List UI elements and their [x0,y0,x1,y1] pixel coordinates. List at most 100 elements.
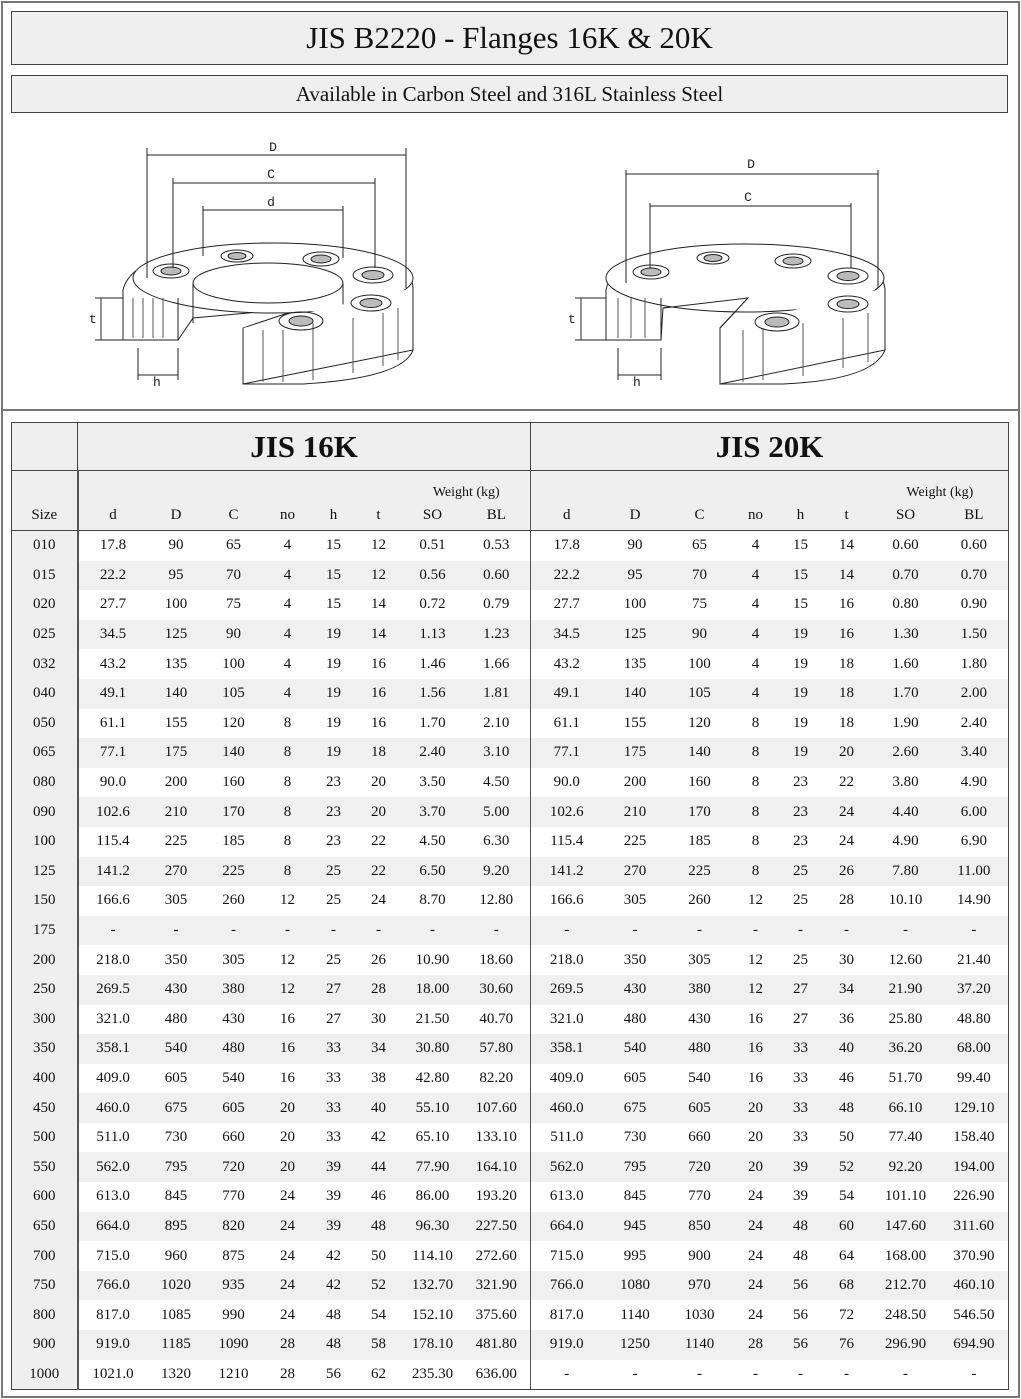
cell-k20-no: 8 [731,797,780,827]
cell-k16-D: 140 [147,678,205,709]
cell-k20-D: 305 [623,892,647,909]
cell-k20-h: 39 [793,1188,809,1205]
cell-k16-D: 960 [164,1247,188,1264]
cell-k20-C: 720 [667,1152,732,1183]
cell-k16-no: 28 [262,1359,313,1391]
cell-k16-D: 675 [147,1093,205,1123]
cell-k16-BL: 0.60 [462,560,531,591]
cell-k20-no: 24 [731,1270,780,1301]
cell-k16-D: 845 [164,1188,188,1205]
cell-k20-no: 12 [748,951,764,968]
cell-k16-no: 20 [262,1093,313,1123]
size-cell: 010 [11,530,79,561]
column-header-16k-t: t [354,501,403,531]
cell-k20-t: 46 [839,1069,855,1086]
cell-k16-h: 23 [326,833,341,850]
cell-k20-d: 664.0 [530,1211,603,1242]
cell-k20-D: 675 [602,1093,668,1123]
cell-k20-BL: 0.60 [939,530,1010,561]
cell-k16-C: 75 [226,596,241,613]
cell-k20-BL: 1.50 [939,619,1010,650]
cell-k16-d: 321.0 [96,1010,130,1027]
column-header-16k-C: C [204,501,263,531]
cell-k16-SO: 6.50 [402,856,463,887]
dim-label-D: D [269,140,277,155]
cell-k16-no: 4 [262,619,313,650]
size-cell: 015 [11,560,79,591]
cell-k20-t: - [821,1359,872,1391]
cell-k16-C: 305 [222,951,245,968]
cell-k16-SO: 21.50 [415,1010,450,1027]
cell-k16-h: 33 [326,1129,341,1146]
cell-k20-d: 43.2 [530,649,603,679]
cell-k20-d: 358.1 [530,1034,603,1064]
cell-k16-C: 140 [204,738,263,768]
cell-k20-BL: 4.90 [939,767,1010,798]
cell-k20-C: 660 [688,1129,711,1146]
cell-k16-SO: 96.30 [402,1211,463,1242]
blind-dim-label-C: C [744,190,752,205]
cell-k20-C: 160 [688,774,711,791]
cell-k16-h: 25 [326,951,341,968]
column-header-16k-SO: SO [402,501,463,531]
cell-k16-D: 305 [164,892,188,909]
cell-k16-no: 4 [262,678,313,709]
cell-k20-BL: 6.90 [939,826,1010,857]
cell-k16-no: 24 [280,1306,295,1323]
cell-k16-d: 22.2 [77,560,148,591]
cell-k16-h: 39 [312,1152,355,1183]
cell-k16-h: 56 [312,1359,355,1391]
cell-k20-no: 28 [731,1330,780,1360]
cell-k20-SO: 77.40 [888,1129,923,1146]
cell-k20-h: 56 [779,1270,822,1301]
cell-k16-d: 17.8 [99,537,127,554]
flange-dimensions-table: JIS 16K JIS 20K Weight (kg) Weight (kg) … [11,422,1010,1391]
cell-k16-D: 175 [147,738,205,768]
cell-k16-C: 185 [222,833,245,850]
size-cell: 040 [11,678,79,709]
cell-k16-d: 664.0 [77,1211,148,1242]
cell-k20-C: 605 [667,1093,732,1123]
cell-k16-t: 16 [354,678,403,709]
cell-k16-h: 19 [312,738,355,768]
cell-k20-h: 15 [793,596,809,613]
table-row: 040 49.1 140 105 4 19 16 1.56 1.81 49.1 140 105 4 19 1… [11,678,1010,709]
table-row: 020 27.7 100 75 4 15 14 0.72 0.79 27.7 100 75 4 15 16 0… [11,590,1010,620]
cell-k16-C: 660 [222,1129,245,1146]
cell-k20-t: 68 [821,1270,872,1301]
cell-k16-C: 70 [204,560,263,591]
cell-k20-C: 850 [667,1211,732,1242]
cell-k20-t: 18 [839,655,855,672]
cell-k16-d: 715.0 [96,1247,130,1264]
cell-k16-BL: 18.60 [479,951,514,968]
cell-k20-C: 900 [688,1247,711,1264]
cell-k16-h: 33 [312,1093,355,1123]
cell-k20-BL: 6.00 [939,797,1010,827]
cell-k20-D: 1250 [602,1330,668,1360]
cell-k20-no: 16 [748,1010,764,1027]
cell-k20-no: 4 [731,560,780,591]
cell-k20-BL: 2.00 [939,678,1010,709]
table-row: 200 218.0 350 305 12 25 26 10.90 18.60 218.0 350 30… [11,945,1010,975]
cell-k16-D: 730 [164,1129,188,1146]
cell-k20-d: 115.4 [530,826,603,857]
size-cell: 125 [11,856,79,887]
cell-k20-no: 24 [748,1306,764,1323]
column-header-20k-d: d [530,501,603,531]
cell-k16-no: 24 [280,1188,295,1205]
cell-k20-D: 200 [623,774,647,791]
cell-k20-C: 225 [667,856,732,887]
cell-k16-h: 42 [326,1247,341,1264]
cell-k16-SO: 235.30 [402,1359,463,1391]
cell-k16-BL: 9.20 [462,856,531,887]
cell-k16-D: 200 [164,774,188,791]
cell-k16-SO: 1.46 [419,655,446,672]
size-cell: 200 [11,945,79,975]
cell-k20-D: 995 [623,1247,647,1264]
cell-k16-BL: 6.30 [483,833,510,850]
cell-k20-t: 40 [821,1034,872,1064]
cell-k16-C: 1210 [204,1359,263,1391]
cell-k20-C: 1140 [667,1330,732,1360]
cell-k16-d: 613.0 [96,1188,130,1205]
cell-k16-t: 20 [371,774,386,791]
